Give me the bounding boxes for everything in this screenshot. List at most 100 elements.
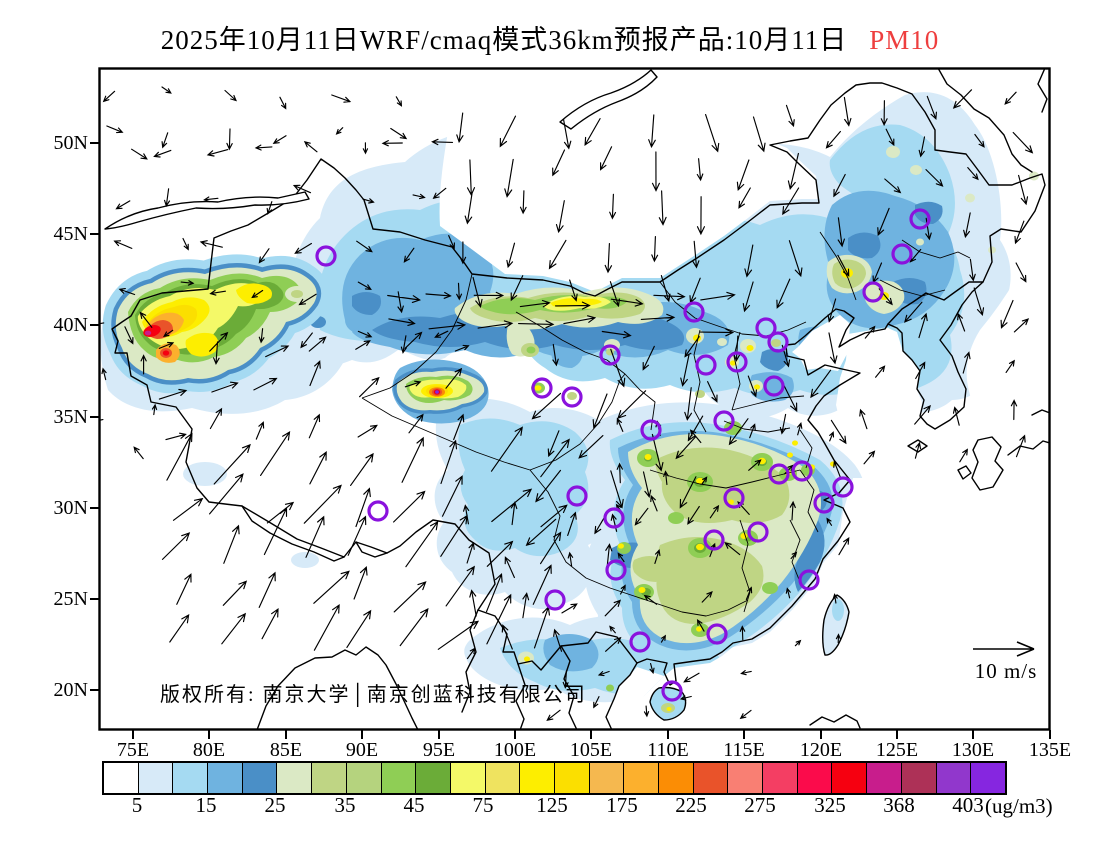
lon-label-130E: 130E: [951, 739, 995, 761]
station-circle-0: [315, 245, 337, 267]
colorbar-segment-4: [208, 763, 243, 793]
lat-label-45N: 45N: [53, 223, 88, 245]
map-graphic: [458, 418, 589, 557]
colorbar-label-75: 75: [472, 793, 494, 817]
colorbar-segment-9: [381, 763, 417, 793]
station-markers: [315, 208, 931, 702]
map-graphic: [754, 384, 760, 390]
colorbar-segment-5: [242, 763, 278, 793]
axis-ticks: [90, 142, 1051, 739]
map-graphic: [534, 385, 542, 391]
map-graphic: [762, 582, 778, 594]
station-circle-22: [798, 569, 820, 591]
lake-baikal: [559, 69, 658, 130]
lon-label-85E: 85E: [269, 739, 303, 761]
title-text: 2025年10月11日WRF/cmaq模式36km预报产品:10月11日: [160, 25, 848, 55]
map-graphic: [819, 231, 857, 301]
station-circle-4: [683, 301, 705, 323]
map-graphic: [529, 469, 635, 597]
colorbar-label-5: 5: [131, 793, 143, 817]
map-graphic: [638, 587, 646, 593]
colorbar-segment-17: [659, 763, 694, 793]
station-circle-11: [640, 419, 662, 441]
lon-label-100E: 100E: [493, 739, 537, 761]
map-graphic: [973, 641, 1035, 657]
station-circle-10: [713, 410, 735, 432]
map-graphic: [792, 440, 798, 446]
map-graphic: [632, 556, 665, 582]
map-graphic: [832, 599, 844, 621]
map-graphic: [724, 421, 742, 435]
station-circle-19: [832, 476, 854, 498]
station-circle-12: [909, 208, 931, 230]
map-graphic: [836, 328, 922, 452]
colorbar-segment-13: [520, 763, 555, 793]
colorbar-segment-20: [763, 763, 798, 793]
map-graphic: [361, 397, 531, 471]
station-circle-15: [723, 487, 745, 509]
wind-arrows: [100, 86, 1034, 721]
map-graphic: [915, 201, 943, 224]
colorbar-label-125: 125: [536, 793, 568, 817]
map-graphic: [656, 536, 764, 625]
station-circle-26: [605, 559, 627, 581]
lat-label-40N: 40N: [53, 314, 88, 336]
colorbar-segment-10: [416, 763, 451, 793]
wind-reference-arrow: [973, 641, 1035, 657]
station-circle-13: [891, 243, 913, 265]
colorbar-unit: (ug/m3): [985, 794, 1053, 818]
map-frame: [98, 67, 1051, 731]
map-graphic: [988, 246, 996, 254]
station-circle-5: [755, 317, 777, 339]
map-graphic: [728, 499, 734, 505]
station-circle-30: [367, 500, 389, 522]
map-graphic: [435, 390, 439, 394]
colorbar-segment-25: [936, 763, 972, 793]
map-graphic: [966, 191, 1049, 460]
colorbar-segment-6: [277, 763, 313, 793]
station-circle-3: [599, 344, 621, 366]
map-graphic: [730, 360, 736, 366]
map-graphic: [361, 273, 473, 399]
colorbar-segment-15: [589, 763, 625, 793]
china-outline: [111, 82, 1046, 686]
station-circle-14: [862, 281, 884, 303]
map-graphic: [739, 519, 751, 613]
map-graphic: [291, 290, 303, 298]
map-graphic: [731, 395, 805, 411]
lat-label-20N: 20N: [53, 679, 88, 701]
colorbar-segment-12: [485, 763, 521, 793]
map-graphic: [600, 667, 664, 729]
map-graphic: [668, 512, 684, 524]
colorbar-label-225: 225: [675, 793, 707, 817]
lon-label-105E: 105E: [569, 739, 613, 761]
map-graphic: [696, 626, 702, 632]
colorbar-segment-22: [832, 763, 868, 793]
station-circle-27: [544, 589, 566, 611]
colorbar-label-325: 325: [814, 793, 846, 817]
colorbar-label-45: 45: [403, 793, 425, 817]
lon-label-80E: 80E: [192, 739, 226, 761]
map-graphic: [789, 519, 801, 583]
map-graphic: [799, 429, 813, 469]
colorbar-segment-2: [138, 763, 174, 793]
map-graphic: [440, 70, 819, 292]
station-circle-20: [791, 460, 813, 482]
lat-label-25N: 25N: [53, 588, 88, 610]
coastlines-borders: [104, 69, 1049, 729]
japan-kyushu: [907, 409, 1049, 491]
map-graphic: [644, 454, 652, 460]
lon-label-95E: 95E: [422, 739, 456, 761]
map-graphic: [606, 359, 656, 431]
map-graphic: [771, 339, 781, 347]
lake-balkhash: [104, 191, 310, 230]
map-graphic: [144, 330, 152, 336]
colorbar-segment-24: [901, 763, 937, 793]
map-graphic: [965, 193, 975, 203]
station-circle-29: [603, 507, 625, 529]
colorbar-label-175: 175: [606, 793, 638, 817]
map-graphic: [524, 656, 530, 662]
station-circle-2: [561, 386, 583, 408]
